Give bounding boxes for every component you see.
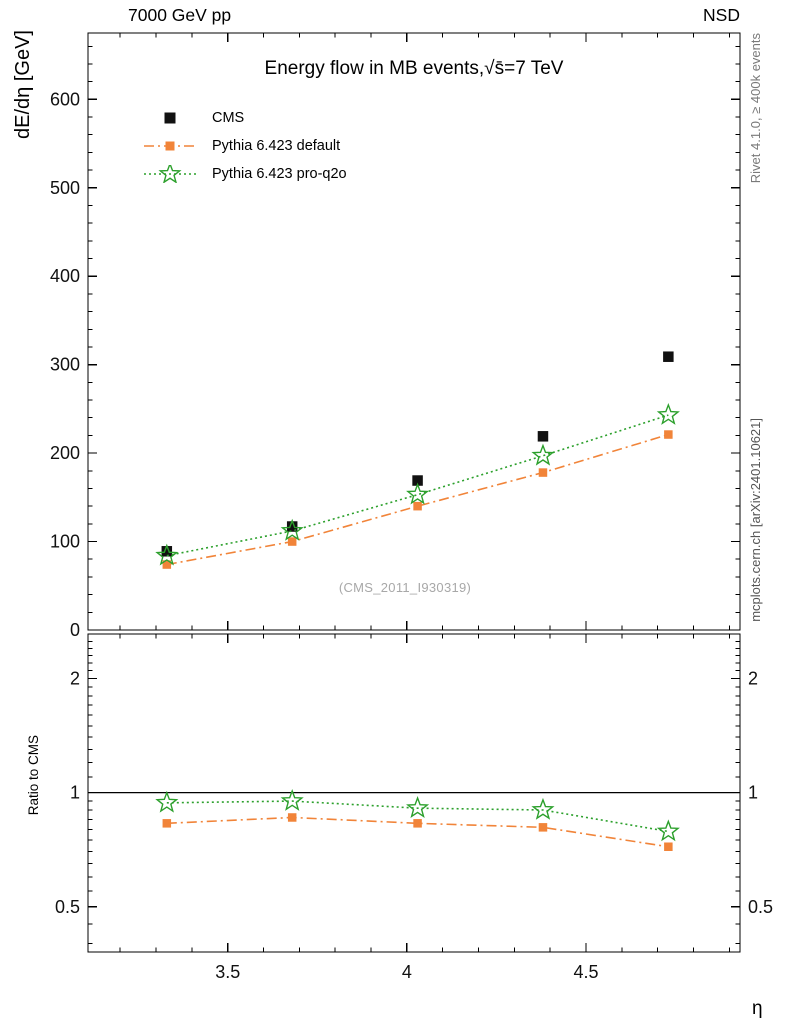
x-axis-label: η	[752, 998, 763, 1019]
pythia-proq2o-marker-icon	[144, 165, 196, 183]
main-y-axis-label: dE/dη [GeV]	[12, 30, 34, 139]
svg-text:4.5: 4.5	[573, 962, 598, 982]
plot-title: Energy flow in MB events,√s̄=7 TeV	[264, 58, 564, 79]
svg-text:0.5: 0.5	[748, 897, 773, 917]
legend-item-cms: CMS	[142, 104, 347, 132]
svg-text:300: 300	[50, 355, 80, 375]
legend-item-pythia-proq2o: Pythia 6.423 pro-q2o	[142, 160, 347, 188]
legend-label-pythia-default: Pythia 6.423 default	[212, 138, 341, 154]
svg-text:1: 1	[748, 783, 758, 803]
svg-text:2: 2	[70, 668, 80, 688]
mcplots-attribution: mcplots.cern.ch [arXiv:2401.10621]	[748, 418, 763, 622]
legend-label-pythia-proq2o: Pythia 6.423 pro-q2o	[212, 166, 347, 182]
svg-text:100: 100	[50, 532, 80, 552]
event-class-label: NSD	[703, 5, 740, 25]
analysis-id-watermark: (CMS_2011_I930319)	[338, 580, 472, 595]
svg-text:0: 0	[70, 620, 80, 640]
pythia-default-marker-icon	[144, 141, 196, 151]
svg-text:400: 400	[50, 266, 80, 286]
svg-text:4: 4	[402, 962, 412, 982]
svg-text:1: 1	[70, 783, 80, 803]
svg-text:0.5: 0.5	[55, 897, 80, 917]
legend-label-cms: CMS	[212, 110, 245, 126]
rivet-version-note: Rivet 4.1.0, ≥ 400k events	[748, 33, 763, 184]
svg-text:3.5: 3.5	[215, 962, 240, 982]
svg-text:600: 600	[50, 89, 80, 109]
legend-item-pythia-default: Pythia 6.423 default	[142, 132, 347, 160]
cms-marker-icon	[164, 112, 176, 124]
beam-energy-label: 7000 GeV pp	[128, 5, 232, 25]
legend: CMS Pythia 6.423 default Pythia 6.423 pr…	[142, 104, 347, 188]
ratio-y-axis-label: Ratio to CMS	[26, 735, 41, 816]
svg-text:500: 500	[50, 178, 80, 198]
svg-text:2: 2	[748, 668, 758, 688]
svg-text:200: 200	[50, 443, 80, 463]
